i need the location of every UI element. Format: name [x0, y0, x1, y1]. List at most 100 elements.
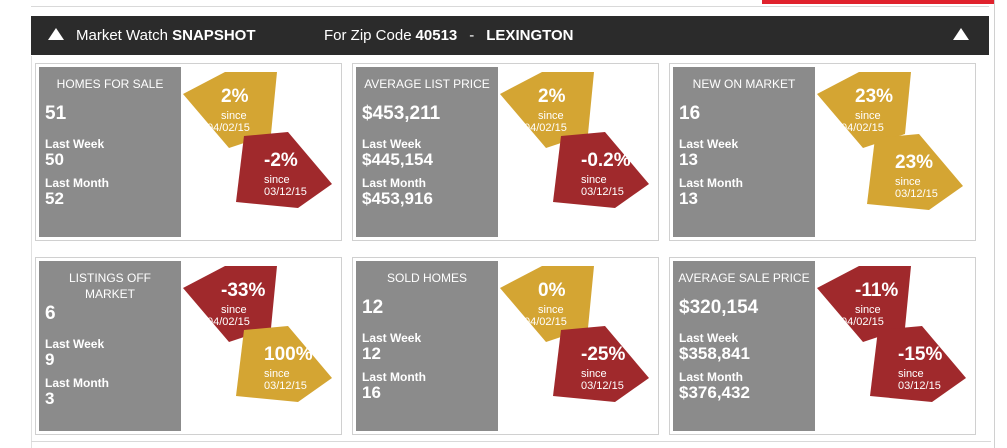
top-accent-bar: [762, 0, 994, 4]
stat-card-listings-off-market: LISTINGS OFF MARKET 6 Last Week 9 Last Month…: [35, 257, 342, 435]
header-title: Market Watch SNAPSHOT: [76, 27, 255, 44]
change-percent: -33%: [221, 280, 266, 301]
last-month-value: 13: [679, 189, 698, 208]
stat-title: SOLD HOMES: [386, 271, 467, 285]
last-week-value: $358,841: [679, 344, 750, 363]
last-week-label: Last Week: [45, 137, 105, 151]
change-badge-since-03-12-15: -2% since 03/12/15: [236, 132, 336, 212]
change-percent: -15%: [898, 344, 943, 365]
zip-info: For Zip Code 40513- LEXINGTON: [324, 27, 574, 44]
last-week-label: Last Week: [45, 337, 105, 351]
last-month-label: Last Month: [45, 176, 109, 190]
badge-shape-icon: [183, 266, 277, 342]
change-badge-since-03-12-15: -25% since 03/12/15: [553, 326, 653, 406]
last-month-value: 3: [45, 389, 55, 408]
last-week-label: Last Week: [679, 137, 739, 151]
stat-panel: LISTINGS OFF MARKET 6 Last Week 9 Last Month…: [39, 261, 181, 431]
change-percent: 0%: [538, 280, 566, 301]
since-label: since: [895, 176, 921, 188]
stat-title: LISTINGS OFF MARKET: [68, 271, 151, 301]
badge-shape-icon: [870, 326, 966, 402]
stat-panel: HOMES FOR SALE 51 Last Week 50 Last Month 52: [39, 67, 181, 237]
last-week-label: Last Week: [362, 331, 422, 345]
collapse-toggle-icon[interactable]: [953, 28, 969, 40]
since-date: 04/02/15: [207, 316, 250, 328]
last-week-value: $445,154: [362, 150, 433, 169]
last-week-value: 13: [679, 150, 698, 169]
zip-dash: -: [469, 27, 475, 44]
badge-shape-icon: [236, 326, 332, 402]
last-month-label: Last Month: [679, 176, 743, 190]
bottom-divider: [31, 441, 991, 442]
stat-title: NEW ON MARKET: [692, 77, 796, 91]
left-border: [31, 56, 32, 448]
change-percent: -11%: [855, 280, 899, 301]
zip-code: 40513: [415, 27, 458, 44]
badge-shape-icon: [553, 132, 649, 208]
since-date: 04/02/15: [524, 122, 567, 134]
last-month-value: $376,432: [679, 383, 750, 402]
since-date: 03/12/15: [895, 188, 938, 200]
last-month-value: 16: [362, 383, 381, 402]
collapse-arrow-icon[interactable]: [48, 28, 64, 40]
since-date: 03/12/15: [264, 186, 307, 198]
badge-shape-icon: [183, 72, 277, 148]
badge-shape-icon: [867, 134, 963, 210]
market-watch-header: Market Watch SNAPSHOT For Zip Code 40513-…: [31, 16, 989, 55]
since-date: 04/02/15: [524, 316, 567, 328]
top-divider: [31, 6, 989, 7]
change-percent: -2%: [264, 150, 298, 171]
last-week-label: Last Week: [362, 137, 422, 151]
last-month-label: Last Month: [362, 176, 426, 190]
since-date: 04/02/15: [841, 316, 884, 328]
stat-current-value: 12: [362, 297, 384, 318]
change-badge-since-04-02-15: 23% since 04/02/15: [817, 72, 917, 152]
since-date: 03/12/15: [581, 380, 624, 392]
zip-label: For Zip Code: [324, 27, 412, 44]
since-date: 04/02/15: [841, 122, 884, 134]
since-label: since: [898, 368, 924, 380]
stat-card-sold-homes: SOLD HOMES 12 Last Week 12 Last Month 16 0% sin…: [352, 257, 659, 435]
stat-card-average-list-price: AVERAGE LIST PRICE $453,211 Last Week $445,…: [352, 63, 659, 241]
since-label: since: [264, 174, 290, 186]
badge-shape-icon: [500, 266, 594, 342]
stat-panel: NEW ON MARKET 16 Last Week 13 Last Month 13: [673, 67, 815, 237]
badge-shape-icon: [817, 266, 911, 342]
badge-shape-icon: [817, 72, 911, 148]
change-badge-since-04-02-15: 2% since 04/02/15: [500, 72, 600, 152]
badge-shape-icon: [553, 326, 649, 402]
change-percent: 23%: [855, 86, 894, 107]
since-date: 03/12/15: [264, 380, 307, 392]
stat-current-value: 16: [679, 103, 701, 124]
last-month-value: $453,916: [362, 189, 433, 208]
stat-card-average-sale-price: AVERAGE SALE PRICE $320,154 Last Week $358,…: [669, 257, 976, 435]
change-badge-since-04-02-15: -11% since 04/02/15: [817, 266, 917, 346]
change-badge-since-03-12-15: 100% since 03/12/15: [236, 326, 336, 406]
stat-title: AVERAGE LIST PRICE: [364, 77, 490, 91]
change-badge-since-04-02-15: 2% since 04/02/15: [183, 72, 283, 152]
since-date: 03/12/15: [581, 186, 624, 198]
change-percent: 100%: [264, 344, 313, 365]
change-badge-since-03-12-15: 23% since 03/12/15: [867, 134, 967, 214]
change-percent: -25%: [581, 344, 626, 365]
stat-panel: AVERAGE LIST PRICE $453,211 Last Week $445,…: [356, 67, 498, 237]
since-label: since: [264, 368, 290, 380]
stat-current-value: 6: [45, 303, 56, 324]
change-percent: 23%: [895, 152, 934, 173]
since-date: 04/02/15: [207, 122, 250, 134]
stat-card-new-on-market: NEW ON MARKET 16 Last Week 13 Last Month 13 23…: [669, 63, 976, 241]
change-percent: 2%: [538, 86, 566, 107]
since-label: since: [221, 304, 247, 316]
change-percent: 2%: [221, 86, 249, 107]
last-week-value: 12: [362, 344, 381, 363]
last-month-value: 52: [45, 189, 64, 208]
stat-current-value: $453,211: [362, 103, 441, 124]
since-label: since: [855, 110, 881, 122]
change-badge-since-04-02-15: -33% since 04/02/15: [183, 266, 283, 346]
header-title-bold: SNAPSHOT: [172, 27, 256, 44]
right-border: [994, 0, 995, 448]
last-week-value: 50: [45, 150, 64, 169]
since-label: since: [581, 368, 607, 380]
header-title-prefix: Market Watch: [76, 27, 168, 44]
stat-panel: AVERAGE SALE PRICE $320,154 Last Week $358,…: [673, 261, 815, 431]
